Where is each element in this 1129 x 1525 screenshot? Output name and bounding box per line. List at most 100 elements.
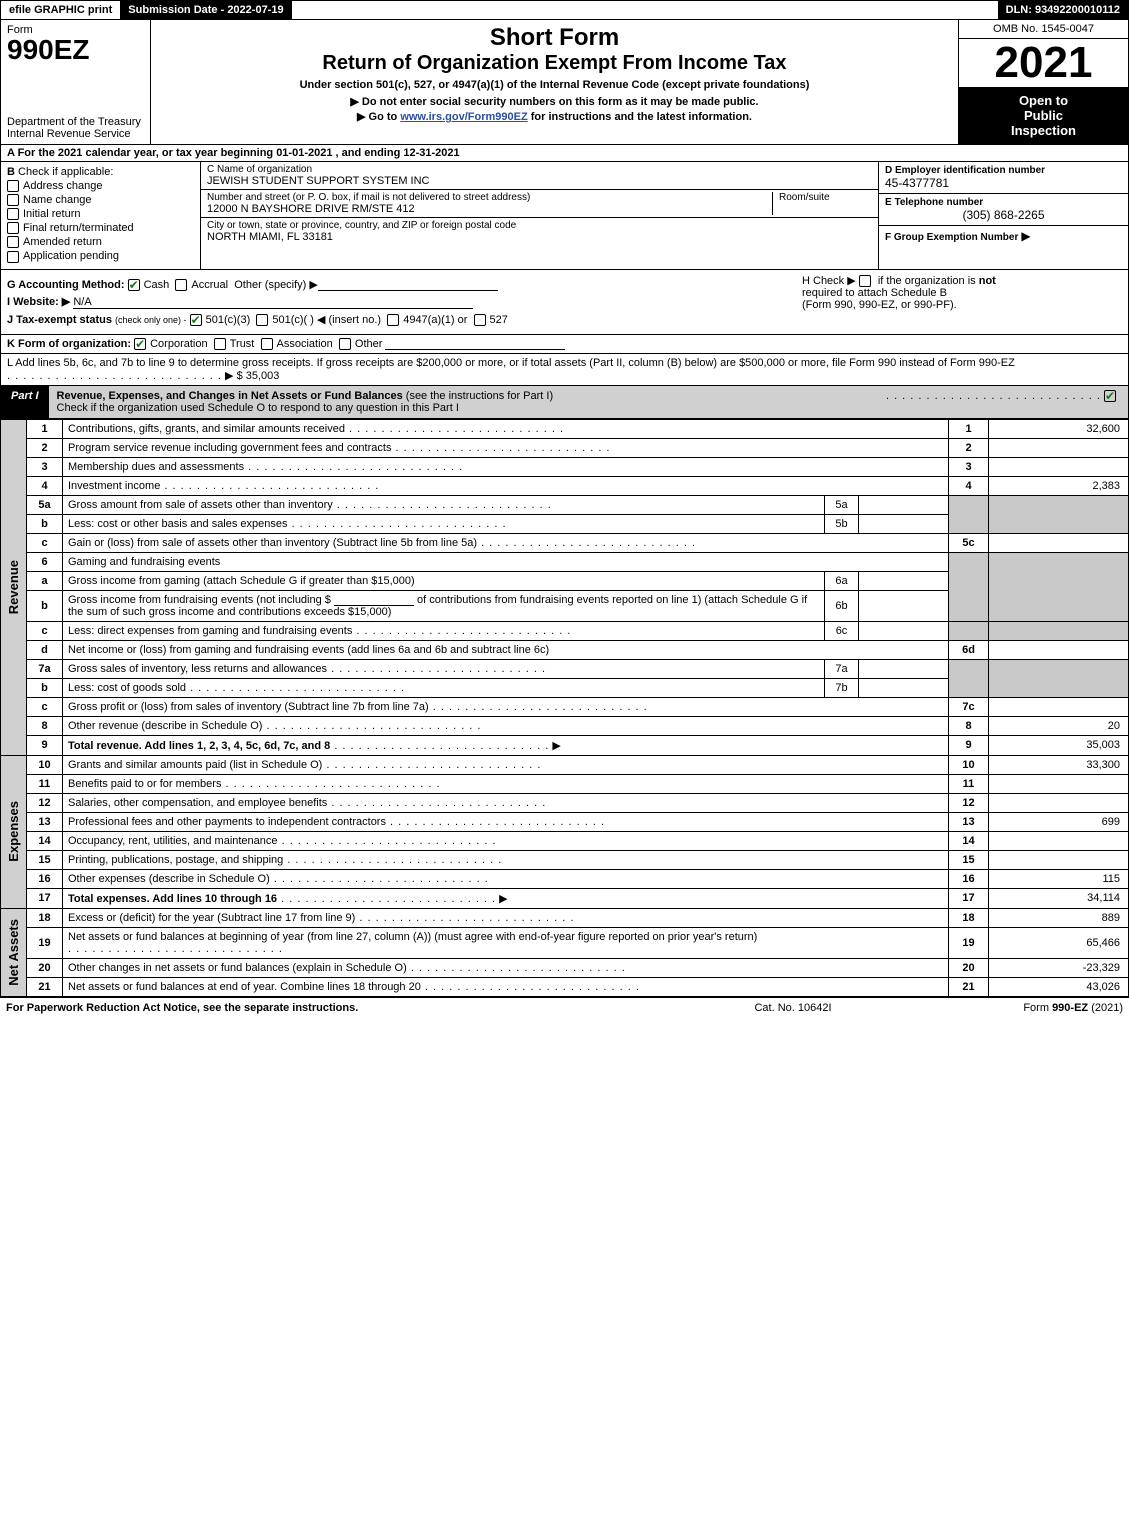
checkbox-icon[interactable] [256,314,268,326]
irs-link[interactable]: www.irs.gov/Form990EZ [400,111,527,123]
k-other-input[interactable] [385,338,565,350]
checkbox-icon[interactable] [214,338,226,350]
line-num: 20 [27,958,63,977]
line-desc: Contributions, gifts, grants, and simila… [63,419,949,438]
part1-tag: Part I [1,386,49,418]
line-ref: 6d [949,640,989,659]
org-addr-row: Number and street (or P. O. box, if mail… [201,190,878,218]
line-ref: 3 [949,457,989,476]
chk-label: Application pending [23,250,119,262]
part1-table: Revenue 1 Contributions, gifts, grants, … [0,419,1129,997]
line-amount: -23,329 [989,958,1129,977]
chk-label: Name change [23,194,92,206]
sub-amount [859,590,949,621]
arrow-icon: ▶ [1021,229,1030,243]
desc-text: Less: cost of goods sold [68,682,186,694]
table-row: 20 Other changes in net assets or fund b… [1,958,1129,977]
dots [68,943,283,955]
row-k: K Form of organization: Corporation Trus… [0,335,1129,354]
line-ref: 2 [949,438,989,457]
j-501c3: 501(c)(3) [206,314,251,326]
grey-cell [949,659,989,697]
omb-number: OMB No. 1545-0047 [959,20,1128,39]
row-ghij: G Accounting Method: Cash Accrual Other … [0,270,1129,335]
line-desc: Total revenue. Add lines 1, 2, 3, 4, 5c,… [63,735,949,755]
room-label: Room/suite [779,192,872,203]
desc-text: Membership dues and assessments [68,461,244,473]
part1-title: Revenue, Expenses, and Changes in Net As… [49,386,878,418]
line-ref: 21 [949,977,989,996]
dots [421,981,640,993]
part1-check-note: Check if the organization used Schedule … [57,402,459,414]
header-middle: Short Form Return of Organization Exempt… [151,20,958,144]
line-ref: 16 [949,869,989,888]
dots [244,461,463,473]
f-group-exempt: F Group Exemption Number ▶ [879,226,1128,246]
grey-cell [989,495,1129,533]
table-row: Net Assets 18 Excess or (deficit) for th… [1,908,1129,927]
desc-text: Excess or (deficit) for the year (Subtra… [68,912,355,924]
chk-address-change[interactable]: Address change [7,180,194,192]
dots [7,370,222,382]
line-desc: Printing, publications, postage, and shi… [63,850,949,869]
j-501c: 501(c)( ) ◀ (insert no.) [272,314,381,326]
footer-left: For Paperwork Reduction Act Notice, see … [6,1002,683,1014]
checkbox-icon[interactable] [474,314,486,326]
table-row: c Gross profit or (loss) from sales of i… [1,697,1129,716]
desc-text: Gross income from fundraising events (no… [68,594,331,606]
checkbox-icon[interactable] [387,314,399,326]
checkbox-icon[interactable] [339,338,351,350]
k-assoc: Association [277,338,333,350]
line-ref: 11 [949,774,989,793]
k-label: K Form of organization: [7,338,131,350]
dots [333,499,552,511]
top-bar: efile GRAPHIC print Submission Date - 20… [0,0,1129,20]
checkbox-icon[interactable] [175,279,187,291]
line-num: 11 [27,774,63,793]
table-row: 21 Net assets or fund balances at end of… [1,977,1129,996]
chk-final-return[interactable]: Final return/terminated [7,222,194,234]
line-desc: Less: cost of goods sold [63,678,825,697]
org-name-row: C Name of organization JEWISH STUDENT SU… [201,162,878,190]
chk-amended-return[interactable]: Amended return [7,236,194,248]
j-4947: 4947(a)(1) or [403,314,467,326]
header-right: OMB No. 1545-0047 2021 Open to Public In… [958,20,1128,144]
footer-center: Cat. No. 10642I [683,1002,903,1014]
table-row: 15 Printing, publications, postage, and … [1,850,1129,869]
h-mid: if the organization is [878,275,979,287]
line-ref: 7c [949,697,989,716]
h-pre: H Check ▶ [802,275,856,287]
amount-input[interactable] [334,594,414,606]
j-527: 527 [490,314,508,326]
revenue-side-label: Revenue [1,419,27,755]
chk-name-change[interactable]: Name change [7,194,194,206]
b-check-label: Check if applicable: [18,166,113,178]
dots [477,537,696,549]
checkbox-icon[interactable] [134,338,146,350]
goto-post: for instructions and the latest informat… [528,111,752,123]
checkbox-icon[interactable] [128,279,140,291]
chk-application-pending[interactable]: Application pending [7,250,194,262]
desc-text: Grants and similar amounts paid (list in… [68,759,322,771]
desc-text: Benefits paid to or for members [68,778,221,790]
checkbox-icon[interactable] [859,275,871,287]
h-not: not [979,275,996,287]
desc-text: Occupancy, rent, utilities, and maintena… [68,835,278,847]
chk-initial-return[interactable]: Initial return [7,208,194,220]
line-num: b [27,590,63,621]
checkbox-icon [7,251,19,263]
checkbox-icon[interactable] [190,314,202,326]
dots [277,893,496,905]
line-num: 6 [27,552,63,571]
other-input[interactable] [318,279,498,291]
checkbox-icon[interactable] [261,338,273,350]
checkbox-icon [7,180,19,192]
table-row: 19 Net assets or fund balances at beginn… [1,927,1129,958]
efile-label[interactable]: efile GRAPHIC print [1,1,120,19]
table-row: 8 Other revenue (describe in Schedule O)… [1,716,1129,735]
table-row: 6 Gaming and fundraising events [1,552,1129,571]
line-ref: 18 [949,908,989,927]
table-row: 4 Investment income 4 2,383 [1,476,1129,495]
dln-label: DLN: 93492200010112 [998,1,1128,19]
checkbox-icon[interactable] [1104,390,1116,402]
